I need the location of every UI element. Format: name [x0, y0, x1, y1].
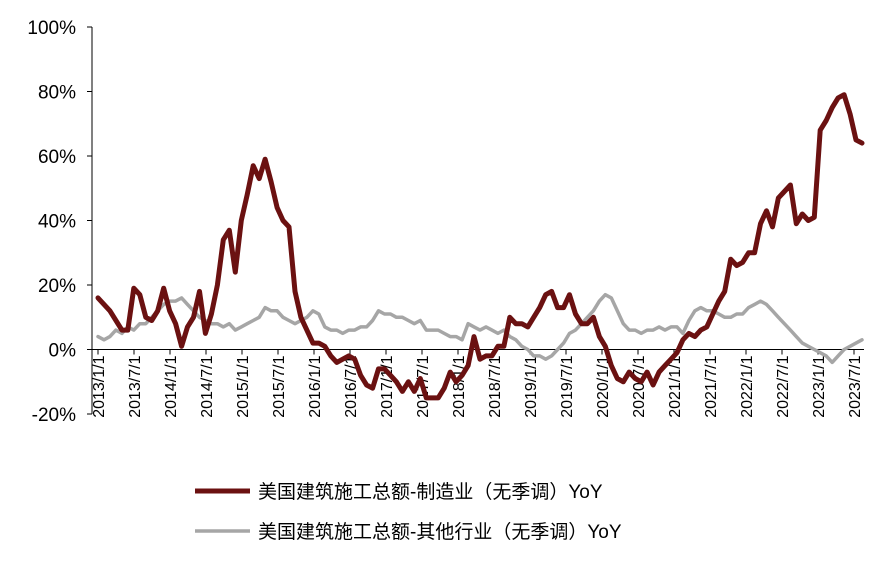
- y-tick-label: -20%: [32, 405, 76, 426]
- x-tick-label: 2016/1/1: [307, 355, 324, 417]
- legend: 美国建筑施工总额-制造业（无季调）YoY 美国建筑施工总额-其他行业（无季调）Yo…: [195, 481, 622, 543]
- y-axis: -20% 0% 20% 40% 60% 80% 100%: [27, 18, 93, 426]
- y-tick-label: 80%: [38, 83, 76, 104]
- x-tick-label: 2019/7/1: [559, 355, 576, 417]
- x-tick-label: 2017/1/1: [379, 355, 396, 417]
- x-tick-label: 2020/1/1: [595, 355, 612, 417]
- legend-label-other-industries: 美国建筑施工总额-其他行业（无季调）YoY: [258, 521, 622, 543]
- x-tick-label: 2014/1/1: [163, 355, 180, 417]
- x-tick-label: 2019/1/1: [523, 355, 540, 417]
- x-tick-label: 2022/7/1: [775, 355, 792, 417]
- x-tick-label: 2013/1/1: [91, 355, 108, 417]
- x-tick-label: 2016/7/1: [343, 355, 360, 417]
- x-tick-label: 2014/7/1: [199, 355, 216, 417]
- x-tick-label: 2015/7/1: [271, 355, 288, 417]
- y-tick-label: 20%: [38, 276, 76, 297]
- y-tick-label: 100%: [27, 18, 76, 39]
- x-tick-label: 2015/1/1: [235, 355, 252, 417]
- y-tick-label: 40%: [38, 212, 76, 233]
- x-tick-label: 2018/7/1: [487, 355, 504, 417]
- y-tick-label: 0%: [49, 341, 77, 362]
- y-tick-label: 60%: [38, 147, 76, 168]
- x-tick-label: 2013/7/1: [127, 355, 144, 417]
- x-tick-label: 2021/7/1: [703, 355, 720, 417]
- x-tick-label: 2023/1/1: [811, 355, 828, 417]
- x-tick-label: 2023/7/1: [847, 355, 864, 417]
- x-tick-label: 2018/1/1: [451, 355, 468, 417]
- series-line-other-industries: [96, 292, 864, 365]
- x-axis: 2013/1/1 2013/7/1 2014/1/1 2014/7/1 2015/1/1…: [91, 349, 864, 418]
- series-line-manufacturing: [95, 92, 865, 401]
- x-tick-label: 2022/1/1: [739, 355, 756, 417]
- series-layer: [95, 92, 865, 401]
- x-tick-label: 2020/7/1: [631, 355, 648, 417]
- x-tick-label: 2021/1/1: [667, 355, 684, 417]
- legend-label-manufacturing: 美国建筑施工总额-制造业（无季调）YoY: [258, 481, 603, 503]
